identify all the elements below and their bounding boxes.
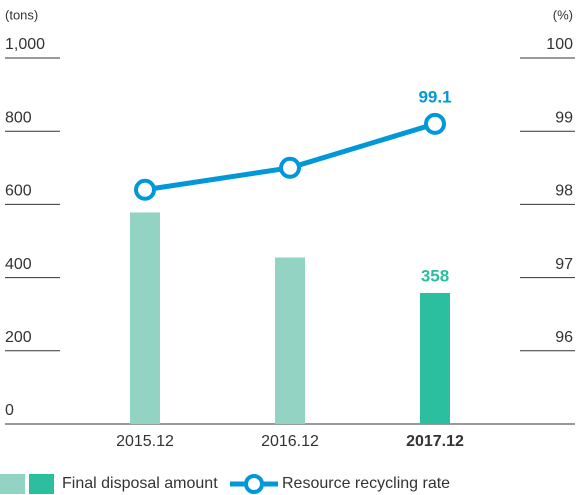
y2-tick-label: 96 <box>555 329 573 346</box>
point <box>279 156 301 179</box>
legend-swatch <box>0 474 25 494</box>
y2-axis-label: (%) <box>553 7 573 22</box>
y-tick-label: 600 <box>5 183 32 200</box>
y2-tick-label: 98 <box>555 183 573 200</box>
bar <box>420 292 450 424</box>
x-tick-label: 2015.12 <box>116 433 174 450</box>
point <box>424 112 446 135</box>
y-tick-label: 200 <box>5 329 32 346</box>
y-tick-label: 800 <box>5 109 32 126</box>
data-label: 99.1 <box>418 87 451 106</box>
bar <box>130 212 160 424</box>
x-tick-label: 2016.12 <box>261 433 319 450</box>
y-tick-label: 1,000 <box>5 36 45 53</box>
data-label: 358 <box>421 266 449 285</box>
y-tick-label: 0 <box>5 402 14 419</box>
point <box>134 178 156 201</box>
y2-tick-label: 97 <box>555 256 573 273</box>
y2-tick-label: 100 <box>546 36 573 53</box>
legend-swatch <box>29 474 54 494</box>
y-tick-label: 400 <box>5 256 32 273</box>
legend-label: Resource recycling rate <box>282 475 450 492</box>
y-axis-label: (tons) <box>5 7 38 22</box>
legend-label: Final disposal amount <box>62 475 218 492</box>
bar <box>275 257 305 424</box>
y2-tick-label: 99 <box>555 109 573 126</box>
legend-marker <box>244 474 264 494</box>
x-tick-label: 2017.12 <box>406 433 464 450</box>
